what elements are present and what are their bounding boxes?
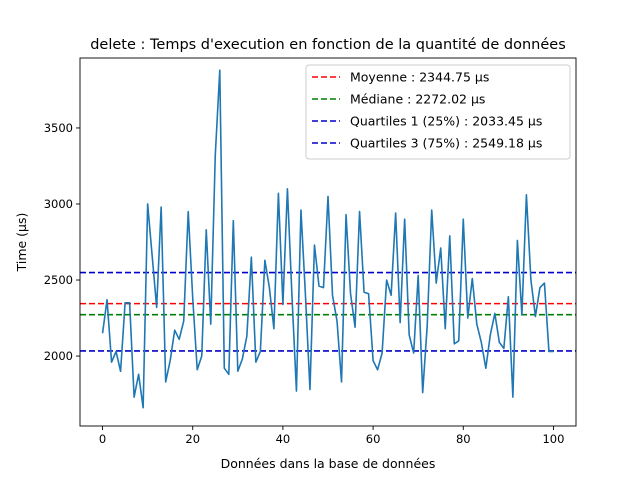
- x-tick-label: 20: [185, 432, 200, 446]
- legend-entry: Moyenne : 2344.75 µs: [350, 70, 489, 85]
- y-tick-label: 2000: [44, 349, 73, 363]
- y-axis-label: Time (µs): [14, 213, 29, 273]
- series-line-0: [101, 69, 554, 409]
- legend: Moyenne : 2344.75 µs Médiane : 2272.02 µs…: [305, 64, 571, 160]
- x-tick-label: 0: [99, 432, 106, 446]
- y-tick-label: 2500: [44, 273, 73, 287]
- chart-title: delete : Temps d'execution en fonction d…: [90, 37, 566, 53]
- x-axis-label: Données dans la base de données: [221, 456, 436, 471]
- legend-entry: Quartiles 1 (25%) : 2033.45 µs: [350, 114, 542, 129]
- x-tick-label: 40: [276, 432, 291, 446]
- x-tick-label: 100: [542, 432, 564, 446]
- x-tick-label: 60: [366, 432, 381, 446]
- y-tick-label: 3000: [44, 197, 73, 211]
- legend-box: [305, 64, 571, 160]
- plot-area: 0 20 40 60 80 100 2000 2500 3000 3500 Moyenne : 23…: [44, 57, 577, 446]
- axes-frame: [79, 57, 577, 427]
- y-tick-label: 3500: [44, 121, 73, 135]
- legend-entry: Médiane : 2272.02 µs: [350, 92, 485, 107]
- x-tick-label: 80: [456, 432, 471, 446]
- legend-entry: Quartiles 3 (75%) : 2549.18 µs: [350, 136, 542, 151]
